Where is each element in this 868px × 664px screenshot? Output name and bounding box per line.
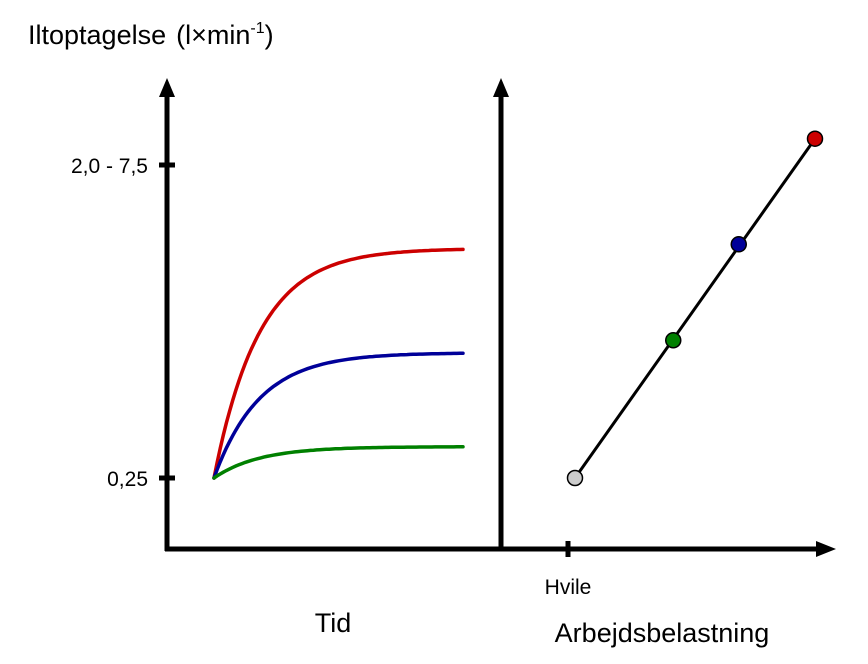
series-line-3 [212, 445, 465, 480]
curves-group [212, 247, 465, 480]
x-tick-label-hvile: Hvile [545, 576, 592, 599]
y-tick-label-low: 0,25 [107, 468, 148, 491]
data-point-1 [566, 469, 584, 487]
y-axis-left-arrow [159, 78, 175, 97]
workload-group [566, 130, 824, 487]
y-axis-label: Iltoptagelse (l×min-1) [28, 20, 274, 50]
series-line-1 [212, 247, 465, 480]
series-line-2 [212, 351, 465, 480]
data-point-4 [806, 130, 824, 147]
x-axis-label-workload: Arbejdsbelastning [555, 618, 770, 648]
data-point-2 [665, 332, 682, 349]
data-point-3 [730, 236, 747, 253]
y-axis-right-arrow [493, 78, 509, 97]
x-axis-label-time: Tid [315, 608, 352, 638]
workload-line [573, 137, 817, 479]
y-tick-label-high: 2,0 - 7,5 [71, 155, 148, 178]
x-axis-arrow [816, 541, 836, 557]
